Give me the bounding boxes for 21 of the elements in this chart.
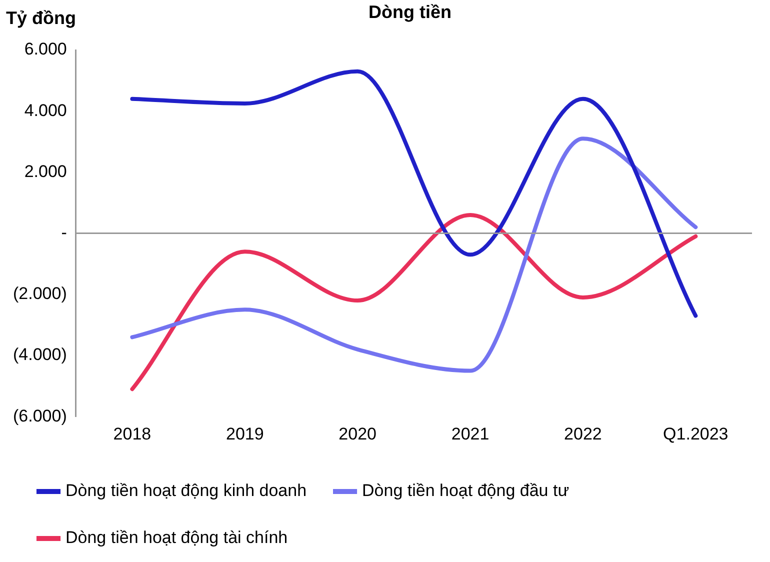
y-tick-label: (2.000) <box>12 284 67 304</box>
legend-label: Dòng tiền hoạt động tài chính <box>66 528 288 548</box>
x-tick-label: 2018 <box>113 424 152 444</box>
line-series <box>130 212 698 392</box>
line-series <box>130 136 698 373</box>
line-series <box>130 69 698 318</box>
y-tick-label: 6.000 <box>24 40 67 59</box>
y-tick-label: (4.000) <box>12 345 67 364</box>
x-tick-label: 2021 <box>451 424 490 444</box>
legend-label: Dòng tiền hoạt động kinh doanh <box>66 481 307 500</box>
x-tick-label: Q1.2023 <box>663 424 728 444</box>
x-tick-label: 2019 <box>226 424 264 444</box>
y-tick-label: 4.000 <box>24 100 67 120</box>
y-axis-title: Tỷ đồng <box>6 8 76 28</box>
y-tick-label: (6.000) <box>12 406 67 426</box>
legend-label: Dòng tiền hoạt động đầu tư <box>362 481 570 500</box>
x-tick-label: 2020 <box>338 424 376 444</box>
chart-title: Dòng tiền <box>368 2 452 22</box>
x-tick-label: 2022 <box>564 424 602 444</box>
y-tick-label: - <box>61 222 67 242</box>
y-tick-label: 2.000 <box>24 162 67 181</box>
